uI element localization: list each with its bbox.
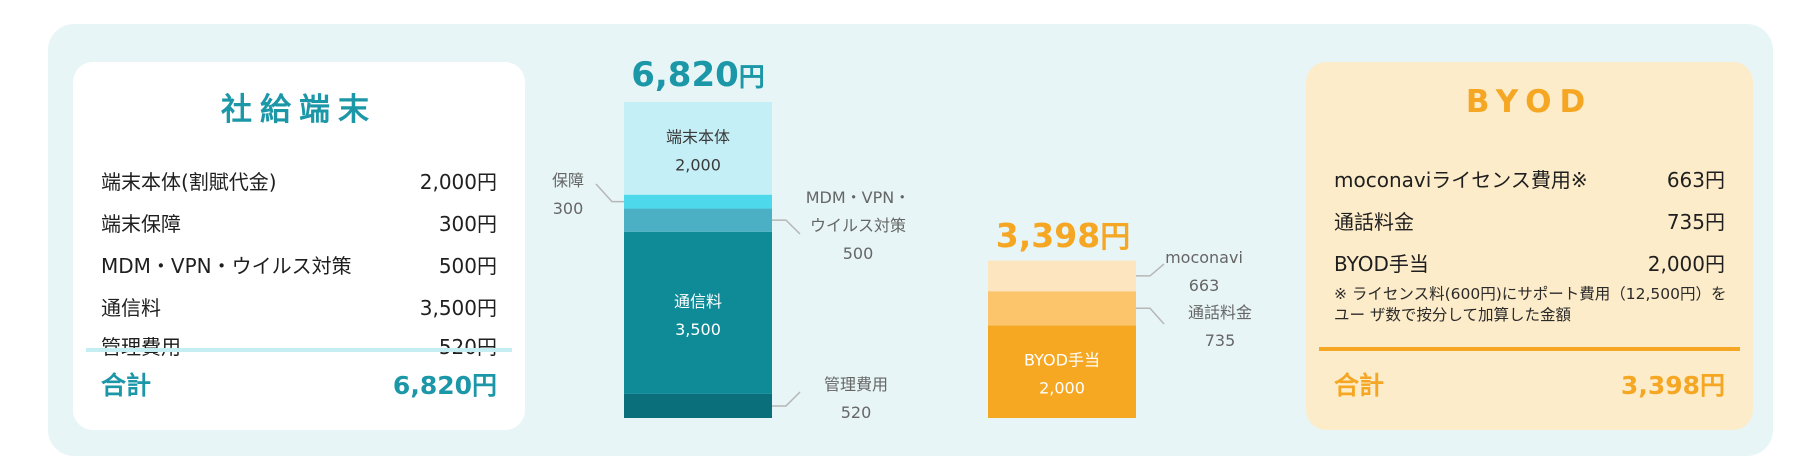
byod-row: 通話料金 735円	[1334, 200, 1725, 240]
row-value: 2,000円	[1647, 251, 1725, 276]
row-value: 3,500円	[419, 295, 497, 320]
row-label: 通話料金	[1334, 209, 1414, 234]
company-row: 端末本体(割賦代金) 2,000円	[101, 160, 497, 200]
row-label: 端末保障	[101, 211, 181, 236]
row-value: 663円	[1666, 167, 1725, 192]
total-value: 3,398円	[1620, 371, 1725, 400]
row-value: 300円	[438, 211, 497, 236]
byod-row: moconaviライセンス費用※ 663円	[1334, 158, 1725, 198]
company-row: 管理費用 520円	[101, 328, 497, 362]
row-value: 500円	[438, 253, 497, 278]
company-card-title: 社給端末	[221, 92, 377, 128]
row-label: 端末本体(割賦代金)	[101, 169, 277, 194]
company-row: 通信料 3,500円	[101, 286, 497, 326]
byod-card-title: BYOD	[1465, 84, 1594, 120]
row-label: 管理費用	[101, 334, 181, 359]
byod-row: BYOD手当 2,000円	[1334, 242, 1725, 282]
company-row: 端末保障 300円	[101, 202, 497, 242]
total-label: 合計	[1334, 371, 1385, 400]
license-note: ※ ライセンス料(600円)にサポート費用（12,500円）をユー ザ数で按分し…	[1334, 285, 1727, 324]
total-value: 6,820円	[392, 371, 497, 400]
row-label: moconaviライセンス費用※	[1334, 167, 1588, 192]
byod-card: BYOD moconaviライセンス費用※ 663円 通話料金 735円 BYO…	[1306, 62, 1753, 430]
row-value: 2,000円	[419, 169, 497, 194]
row-label: MDM・VPN・ウイルス対策	[101, 253, 352, 278]
byod-total-row: 合計 3,398円	[1334, 362, 1725, 406]
total-label: 合計	[101, 371, 152, 400]
row-label: 通信料	[101, 295, 161, 320]
divider	[1319, 347, 1740, 351]
row-value: 520円	[438, 334, 497, 359]
divider	[86, 348, 512, 352]
company-total-row: 合計 6,820円	[101, 362, 497, 406]
row-label: BYOD手当	[1334, 251, 1429, 276]
company-device-card: 社給端末 端末本体(割賦代金) 2,000円 端末保障 300円 MDM・VPN…	[73, 62, 525, 430]
company-row: MDM・VPN・ウイルス対策 500円	[101, 244, 497, 284]
row-value: 735円	[1666, 209, 1725, 234]
